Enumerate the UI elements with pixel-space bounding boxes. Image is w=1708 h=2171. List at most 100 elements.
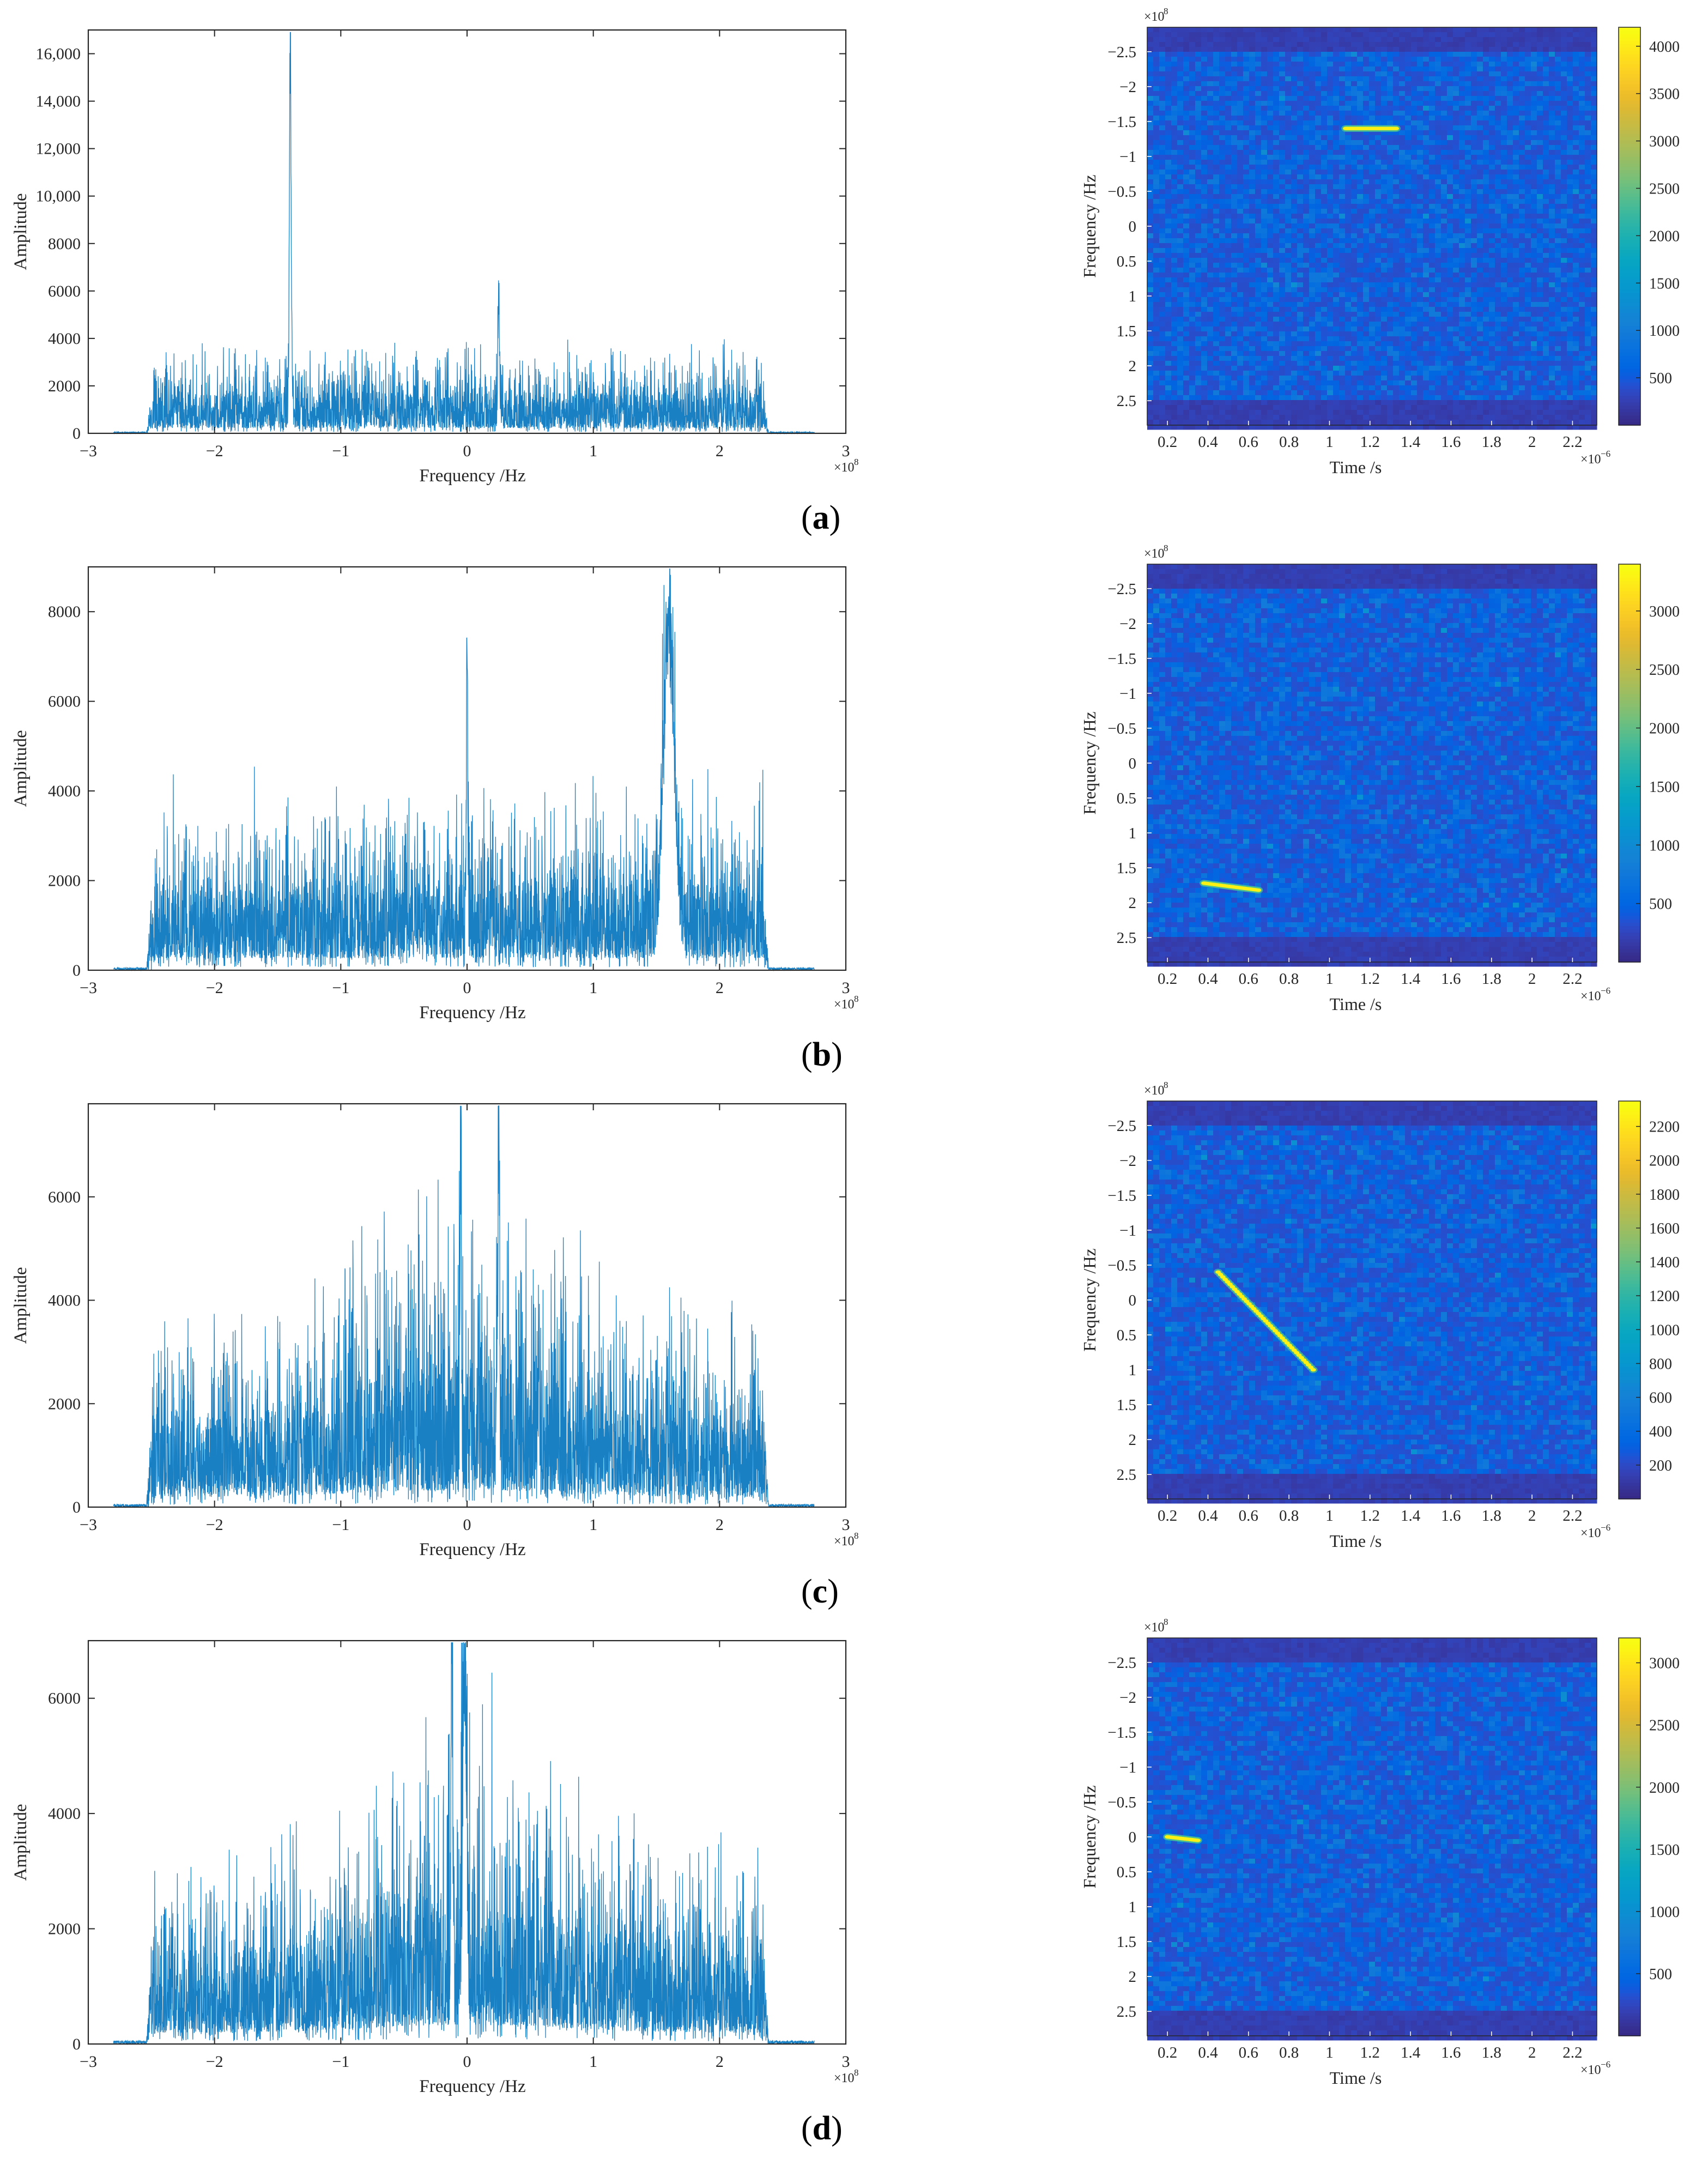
spectrogram-ytick-label: −2.5 — [1107, 1117, 1136, 1135]
spectrogram-plot-0: 0.2 0.4 0.6 0.8 1 1.2 1.4 1.6 1.8 2 2.2−2.5−2−1.5−… — [1080, 6, 1680, 477]
colorbar-tick-label: 3000 — [1649, 1655, 1680, 1672]
colorbar-tick-label: 500 — [1649, 896, 1672, 913]
spectrogram-xtick-label: 2.2 — [1562, 2044, 1582, 2061]
spectrogram-xtick-label: 1.4 — [1401, 1507, 1421, 1525]
spectrogram-ytick-label: 0.5 — [1117, 1327, 1136, 1344]
spectrogram-ytick-label: 2 — [1129, 1431, 1137, 1449]
spectrogram-ytick-label: 0 — [1129, 1292, 1137, 1309]
spectrogram-ytick-label: 2.5 — [1117, 929, 1136, 947]
spectrogram-xtick-label: 1.6 — [1441, 2044, 1461, 2061]
spectrum-xtick-label: −3 — [80, 979, 97, 997]
spectrum-xtick-label: −3 — [80, 442, 97, 460]
spectrogram-x-exponent-power: −6 — [1601, 985, 1610, 996]
spectrogram-xtick-label: 1.6 — [1441, 970, 1461, 988]
spectrogram-xtick-label: 2.2 — [1562, 970, 1582, 988]
colorbar-tick-label: 2500 — [1649, 180, 1680, 197]
colorbar-tick-label: 500 — [1649, 1966, 1672, 1983]
colorbar-tick-label: 1000 — [1649, 837, 1680, 854]
spectrum-ytick-label: 4000 — [48, 782, 81, 800]
spectrogram-ylabel: Frequency /Hz — [1080, 174, 1099, 277]
spectrogram-ytick-label: 2 — [1129, 1968, 1137, 1986]
spectrogram-ytick-label: 0.5 — [1117, 790, 1136, 807]
spectrum-ytick-label: 2000 — [48, 1920, 81, 1938]
spectrum-ytick-label: 16,000 — [36, 45, 81, 63]
colorbar-tick-label: 500 — [1649, 370, 1672, 387]
spectrogram-ytick-label: 0.5 — [1117, 253, 1136, 270]
spectrogram-xtick-label: 0.4 — [1198, 1507, 1218, 1525]
spectrogram-x-exponent-power: −6 — [1601, 1522, 1610, 1533]
spectrogram-ytick-label: 1 — [1129, 825, 1137, 842]
spectrogram-ytick-label: 1.5 — [1117, 323, 1136, 340]
spectrogram-ytick-label: −2.5 — [1107, 580, 1136, 598]
spectrogram-ytick-label: −2 — [1119, 615, 1136, 633]
spectrogram-xtick-label: 1.6 — [1441, 433, 1461, 451]
spectrogram-xtick-label: 0.8 — [1279, 2044, 1299, 2061]
spectrogram-xtick-label: 1.2 — [1360, 1507, 1380, 1525]
spectrogram-y-exponent: ×10 — [1144, 1084, 1165, 1098]
spectrogram-y-exponent-power: 8 — [1164, 543, 1168, 553]
spectrogram-ytick-label: 1.5 — [1117, 1933, 1136, 1951]
spectrum-x-exponent: ×10 — [834, 1534, 855, 1549]
colorbar-tick-label: 1800 — [1649, 1187, 1680, 1204]
spectrogram-xtick-label: 1 — [1325, 970, 1334, 988]
spectrum-ytick-label: 6000 — [48, 1188, 81, 1206]
spectrogram-xtick-label: 0.8 — [1279, 970, 1299, 988]
spectrogram-xtick-label: 0.6 — [1239, 433, 1258, 451]
spectrogram-xtick-label: 1 — [1325, 1507, 1334, 1525]
spectrum-x-exponent-power: 8 — [854, 1531, 859, 1541]
spectrogram-ytick-label: 0.5 — [1117, 1864, 1136, 1881]
spectrogram-y-exponent: ×10 — [1144, 10, 1165, 24]
spectrogram-xtick-label: 0.2 — [1158, 1507, 1177, 1525]
spectrogram-y-exponent-power: 8 — [1164, 6, 1168, 16]
colorbar-tick-label: 2000 — [1649, 1780, 1680, 1797]
colorbar-tick-label: 2000 — [1649, 228, 1680, 245]
spectrum-xlabel: Frequency /Hz — [419, 2077, 525, 2096]
colorbar-tick-label: 1600 — [1649, 1220, 1680, 1237]
spectrum-ytick-label: 4000 — [48, 1292, 81, 1310]
spectrum-x-exponent-power: 8 — [854, 457, 859, 467]
spectrogram-ytick-label: 2.5 — [1117, 392, 1136, 410]
spectrogram-xtick-label: 2 — [1528, 970, 1536, 988]
spectrogram-ytick-label: −1 — [1119, 148, 1136, 166]
spectrogram-ylabel: Frequency /Hz — [1080, 1785, 1099, 1888]
spectrum-ytick-label: 2000 — [48, 377, 81, 395]
spectrogram-ytick-label: 1.5 — [1117, 860, 1136, 877]
spectrogram-y-exponent: ×10 — [1144, 1620, 1165, 1635]
colorbar-tick-label: 1200 — [1649, 1288, 1680, 1305]
spectrum-xtick-label: 0 — [463, 979, 471, 997]
panel-label-a-text: a — [813, 499, 829, 536]
spectrogram-ytick-label: 0 — [1129, 755, 1137, 772]
spectrum-xtick-label: 1 — [589, 1516, 597, 1534]
spectrogram-xtick-label: 1.8 — [1482, 433, 1501, 451]
spectrum-ylabel: Amplitude — [11, 1804, 31, 1880]
spectrogram-ytick-label: −2.5 — [1107, 1654, 1136, 1672]
spectrum-xtick-label: −1 — [332, 979, 349, 997]
colorbar-tick-label: 1500 — [1649, 1842, 1680, 1859]
spectrum-xtick-label: 3 — [842, 442, 850, 460]
spectrogram-ytick-label: −0.5 — [1107, 1794, 1136, 1811]
spectrum-ytick-label: 4000 — [48, 1805, 81, 1823]
colorbar-tick-label: 2000 — [1649, 1153, 1680, 1170]
spectrogram-ytick-label: 1 — [1129, 1362, 1137, 1379]
spectrum-ytick-label: 2000 — [48, 1395, 81, 1413]
spectrum-ytick-label: 8000 — [48, 603, 81, 621]
spectrogram-xlabel: Time /s — [1330, 1531, 1382, 1551]
colorbar-tick-label: 1400 — [1649, 1254, 1680, 1271]
spectrogram-ytick-label: 2.5 — [1117, 1466, 1136, 1484]
spectrum-xtick-label: 1 — [589, 442, 597, 460]
spectrum-ytick-label: 0 — [72, 961, 81, 979]
spectrogram-x-exponent: ×10 — [1580, 989, 1601, 1003]
panel-label-d-text: d — [813, 2110, 831, 2147]
spectrum-ytick-label: 12,000 — [36, 140, 81, 158]
spectrogram-ytick-label: −0.5 — [1107, 183, 1136, 201]
spectrogram-ytick-label: −2 — [1119, 1152, 1136, 1170]
spectrogram-y-exponent-power: 8 — [1164, 1617, 1168, 1627]
colorbar-tick-label: 1000 — [1649, 1322, 1680, 1339]
spectrogram-xtick-label: 0.6 — [1239, 1507, 1258, 1525]
spectrogram-ytick-label: 1 — [1129, 1898, 1137, 1916]
spectrum-x-exponent: ×10 — [834, 2071, 855, 2085]
spectrogram-x-exponent: ×10 — [1580, 1526, 1601, 1540]
spectrogram-xtick-label: 1.2 — [1360, 433, 1380, 451]
